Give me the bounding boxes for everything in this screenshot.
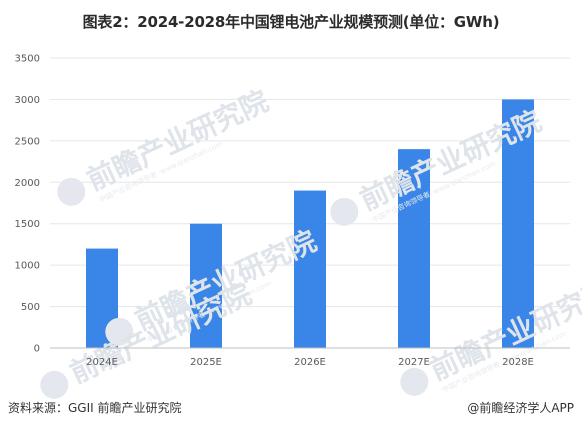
- watermark-logo-icon: [400, 367, 429, 396]
- watermark-logo-icon: [330, 197, 359, 226]
- x-tick-label: 2027E: [398, 357, 430, 368]
- x-tick-label: 2025E: [190, 357, 222, 368]
- y-tick-label: 500: [21, 302, 40, 313]
- axes: 0 500 1000 1500 2000 2500 3000 3500 2024E 2025E 20…: [15, 54, 570, 368]
- watermark-logo-icon: [57, 177, 86, 206]
- y-tick-label: 3000: [15, 95, 40, 106]
- bars: [86, 99, 534, 348]
- watermark-logo-icon: [40, 370, 69, 399]
- bar: [398, 149, 430, 348]
- x-tick-label: 2024E: [86, 357, 118, 368]
- source-note: 资料来源：GGII 前瞻产业研究院: [8, 401, 182, 415]
- bar: [294, 190, 326, 348]
- y-tick-label: 2000: [15, 178, 40, 189]
- x-tick-label: 2028E: [502, 357, 534, 368]
- y-tick-label: 1000: [15, 261, 40, 272]
- y-tick-label: 3500: [15, 54, 40, 65]
- y-tick-label: 2500: [15, 136, 40, 147]
- bar: [190, 223, 222, 348]
- bar: [502, 99, 534, 348]
- chart-title: 图表2：2024-2028年中国锂电池产业规模预测(单位：GWh): [82, 13, 500, 31]
- watermark-logo-icon: [105, 317, 134, 346]
- y-tick-label: 0: [34, 344, 40, 355]
- y-tick-label: 1500: [15, 219, 40, 230]
- credit-note: @前瞻经济学人APP: [467, 401, 574, 415]
- x-tick-label: 2026E: [294, 357, 326, 368]
